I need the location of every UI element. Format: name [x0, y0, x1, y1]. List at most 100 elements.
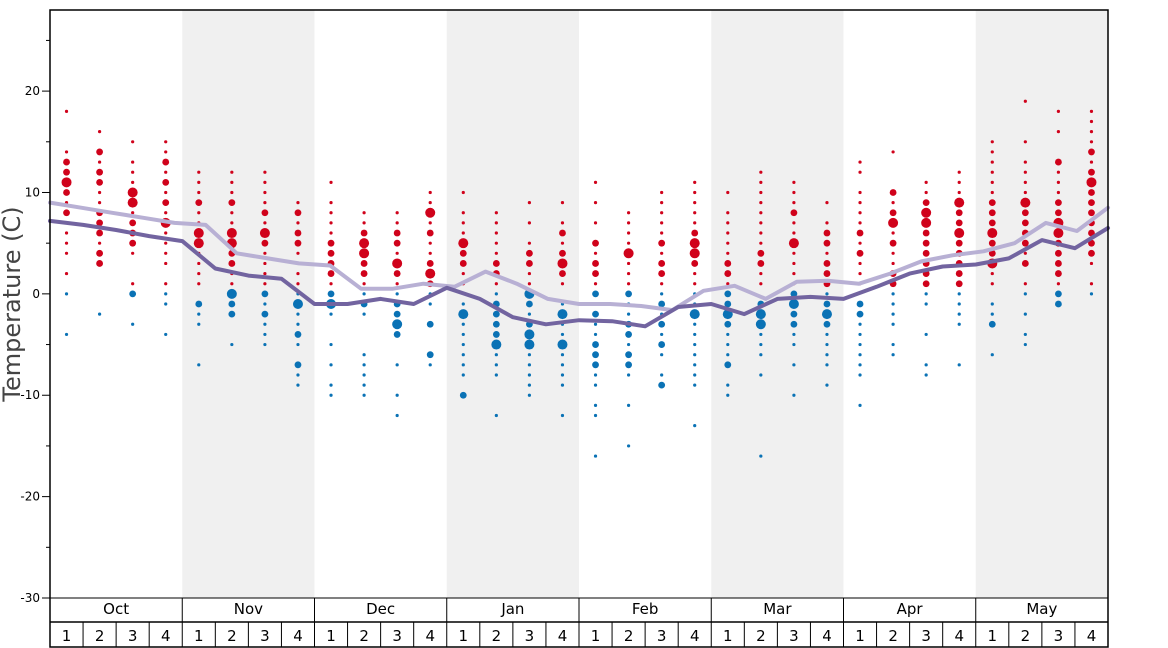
week-label: 4: [1087, 627, 1097, 645]
warm-dot: [660, 211, 664, 215]
warm-dot: [428, 190, 432, 195]
warm-dot: [1055, 260, 1062, 267]
cold-dot: [957, 363, 961, 367]
warm-dot: [64, 251, 69, 255]
cold-dot: [625, 351, 632, 359]
warm-dot: [64, 271, 69, 276]
cold-dot: [492, 310, 500, 318]
warm-dot: [957, 170, 961, 174]
warm-dot: [891, 261, 895, 266]
warm-dot: [593, 221, 598, 225]
warm-dot: [461, 231, 465, 235]
week-label: 2: [492, 627, 502, 645]
warm-dot: [428, 221, 432, 225]
warm-dot: [560, 221, 565, 225]
cold-dot: [759, 342, 763, 347]
cold-dot: [792, 332, 796, 337]
month-label-may: May: [1026, 600, 1057, 618]
cold-dot: [164, 302, 168, 306]
warm-dot: [990, 190, 994, 195]
warm-dot: [127, 187, 138, 198]
cold-dot: [393, 310, 401, 318]
warm-dot: [162, 158, 170, 166]
cold-dot: [395, 393, 399, 397]
warm-dot: [362, 221, 366, 225]
warm-dot: [294, 209, 302, 217]
cold-dot: [426, 320, 434, 328]
cold-dot: [294, 361, 302, 369]
cold-dot: [1055, 290, 1062, 298]
warm-dot: [164, 231, 168, 235]
warm-dot: [924, 180, 928, 184]
warm-dot: [693, 211, 697, 215]
warm-dot: [1023, 282, 1027, 286]
week-label: 4: [822, 627, 832, 645]
warm-dot: [395, 221, 399, 225]
cold-dot: [527, 353, 532, 357]
warm-dot: [592, 270, 599, 277]
cold-dot: [825, 363, 829, 367]
warm-dot: [660, 231, 664, 235]
warm-dot: [891, 231, 895, 235]
cold-dot: [329, 393, 333, 397]
warm-dot: [693, 282, 697, 286]
warm-dot: [360, 229, 368, 237]
cold-dot: [197, 322, 201, 326]
warm-dot: [164, 150, 168, 154]
cold-dot: [524, 339, 535, 350]
warm-dot: [790, 209, 798, 217]
warm-dot: [263, 170, 267, 174]
cold-dot: [755, 309, 766, 320]
warm-dot: [97, 201, 102, 205]
warm-dot: [889, 189, 897, 196]
month-shade-mar: [711, 10, 844, 598]
warm-dot: [726, 231, 730, 235]
cold-dot: [726, 383, 730, 387]
cold-dot: [790, 320, 798, 328]
cold-dot: [527, 373, 532, 377]
warm-dot: [197, 282, 201, 286]
warm-dot: [96, 229, 103, 237]
warm-dot: [759, 221, 763, 225]
warm-dot: [131, 251, 135, 255]
warm-dot: [63, 209, 70, 217]
warm-dot: [1089, 109, 1094, 113]
week-label: 1: [194, 627, 204, 645]
cold-dot: [891, 342, 895, 347]
cold-dot: [689, 309, 700, 320]
warm-dot: [261, 209, 269, 217]
warm-dot: [660, 251, 664, 255]
cold-dot: [296, 342, 300, 347]
warm-dot: [263, 190, 267, 195]
warm-dot: [164, 282, 168, 286]
warm-dot: [825, 201, 829, 205]
cold-dot: [228, 310, 236, 318]
cold-dot: [593, 332, 598, 337]
warm-dot: [689, 248, 700, 259]
month-shade-may: [975, 10, 1108, 598]
warm-dot: [294, 229, 302, 237]
cold-dot: [658, 341, 666, 348]
warm-dot: [759, 231, 763, 235]
warm-dot: [858, 170, 862, 174]
warm-dot: [164, 170, 168, 174]
warm-dot: [228, 199, 236, 207]
week-label: 3: [525, 627, 535, 645]
warm-dot: [64, 241, 69, 245]
warm-dot: [230, 282, 234, 286]
warm-dot: [461, 211, 465, 215]
warm-dot: [988, 199, 996, 207]
cold-dot: [693, 383, 697, 387]
week-label: 2: [624, 627, 634, 645]
trend-lines: [48, 200, 1110, 329]
warm-dot: [131, 160, 135, 164]
warm-dot: [64, 231, 69, 235]
warm-dot: [1088, 249, 1095, 257]
warm-dot: [63, 168, 70, 176]
warm-dot: [955, 239, 963, 247]
cold-dot: [891, 322, 895, 326]
cold-dot: [329, 363, 333, 367]
warm-dot: [626, 231, 631, 235]
cold-dot: [658, 320, 666, 328]
warm-dot: [1021, 260, 1029, 267]
